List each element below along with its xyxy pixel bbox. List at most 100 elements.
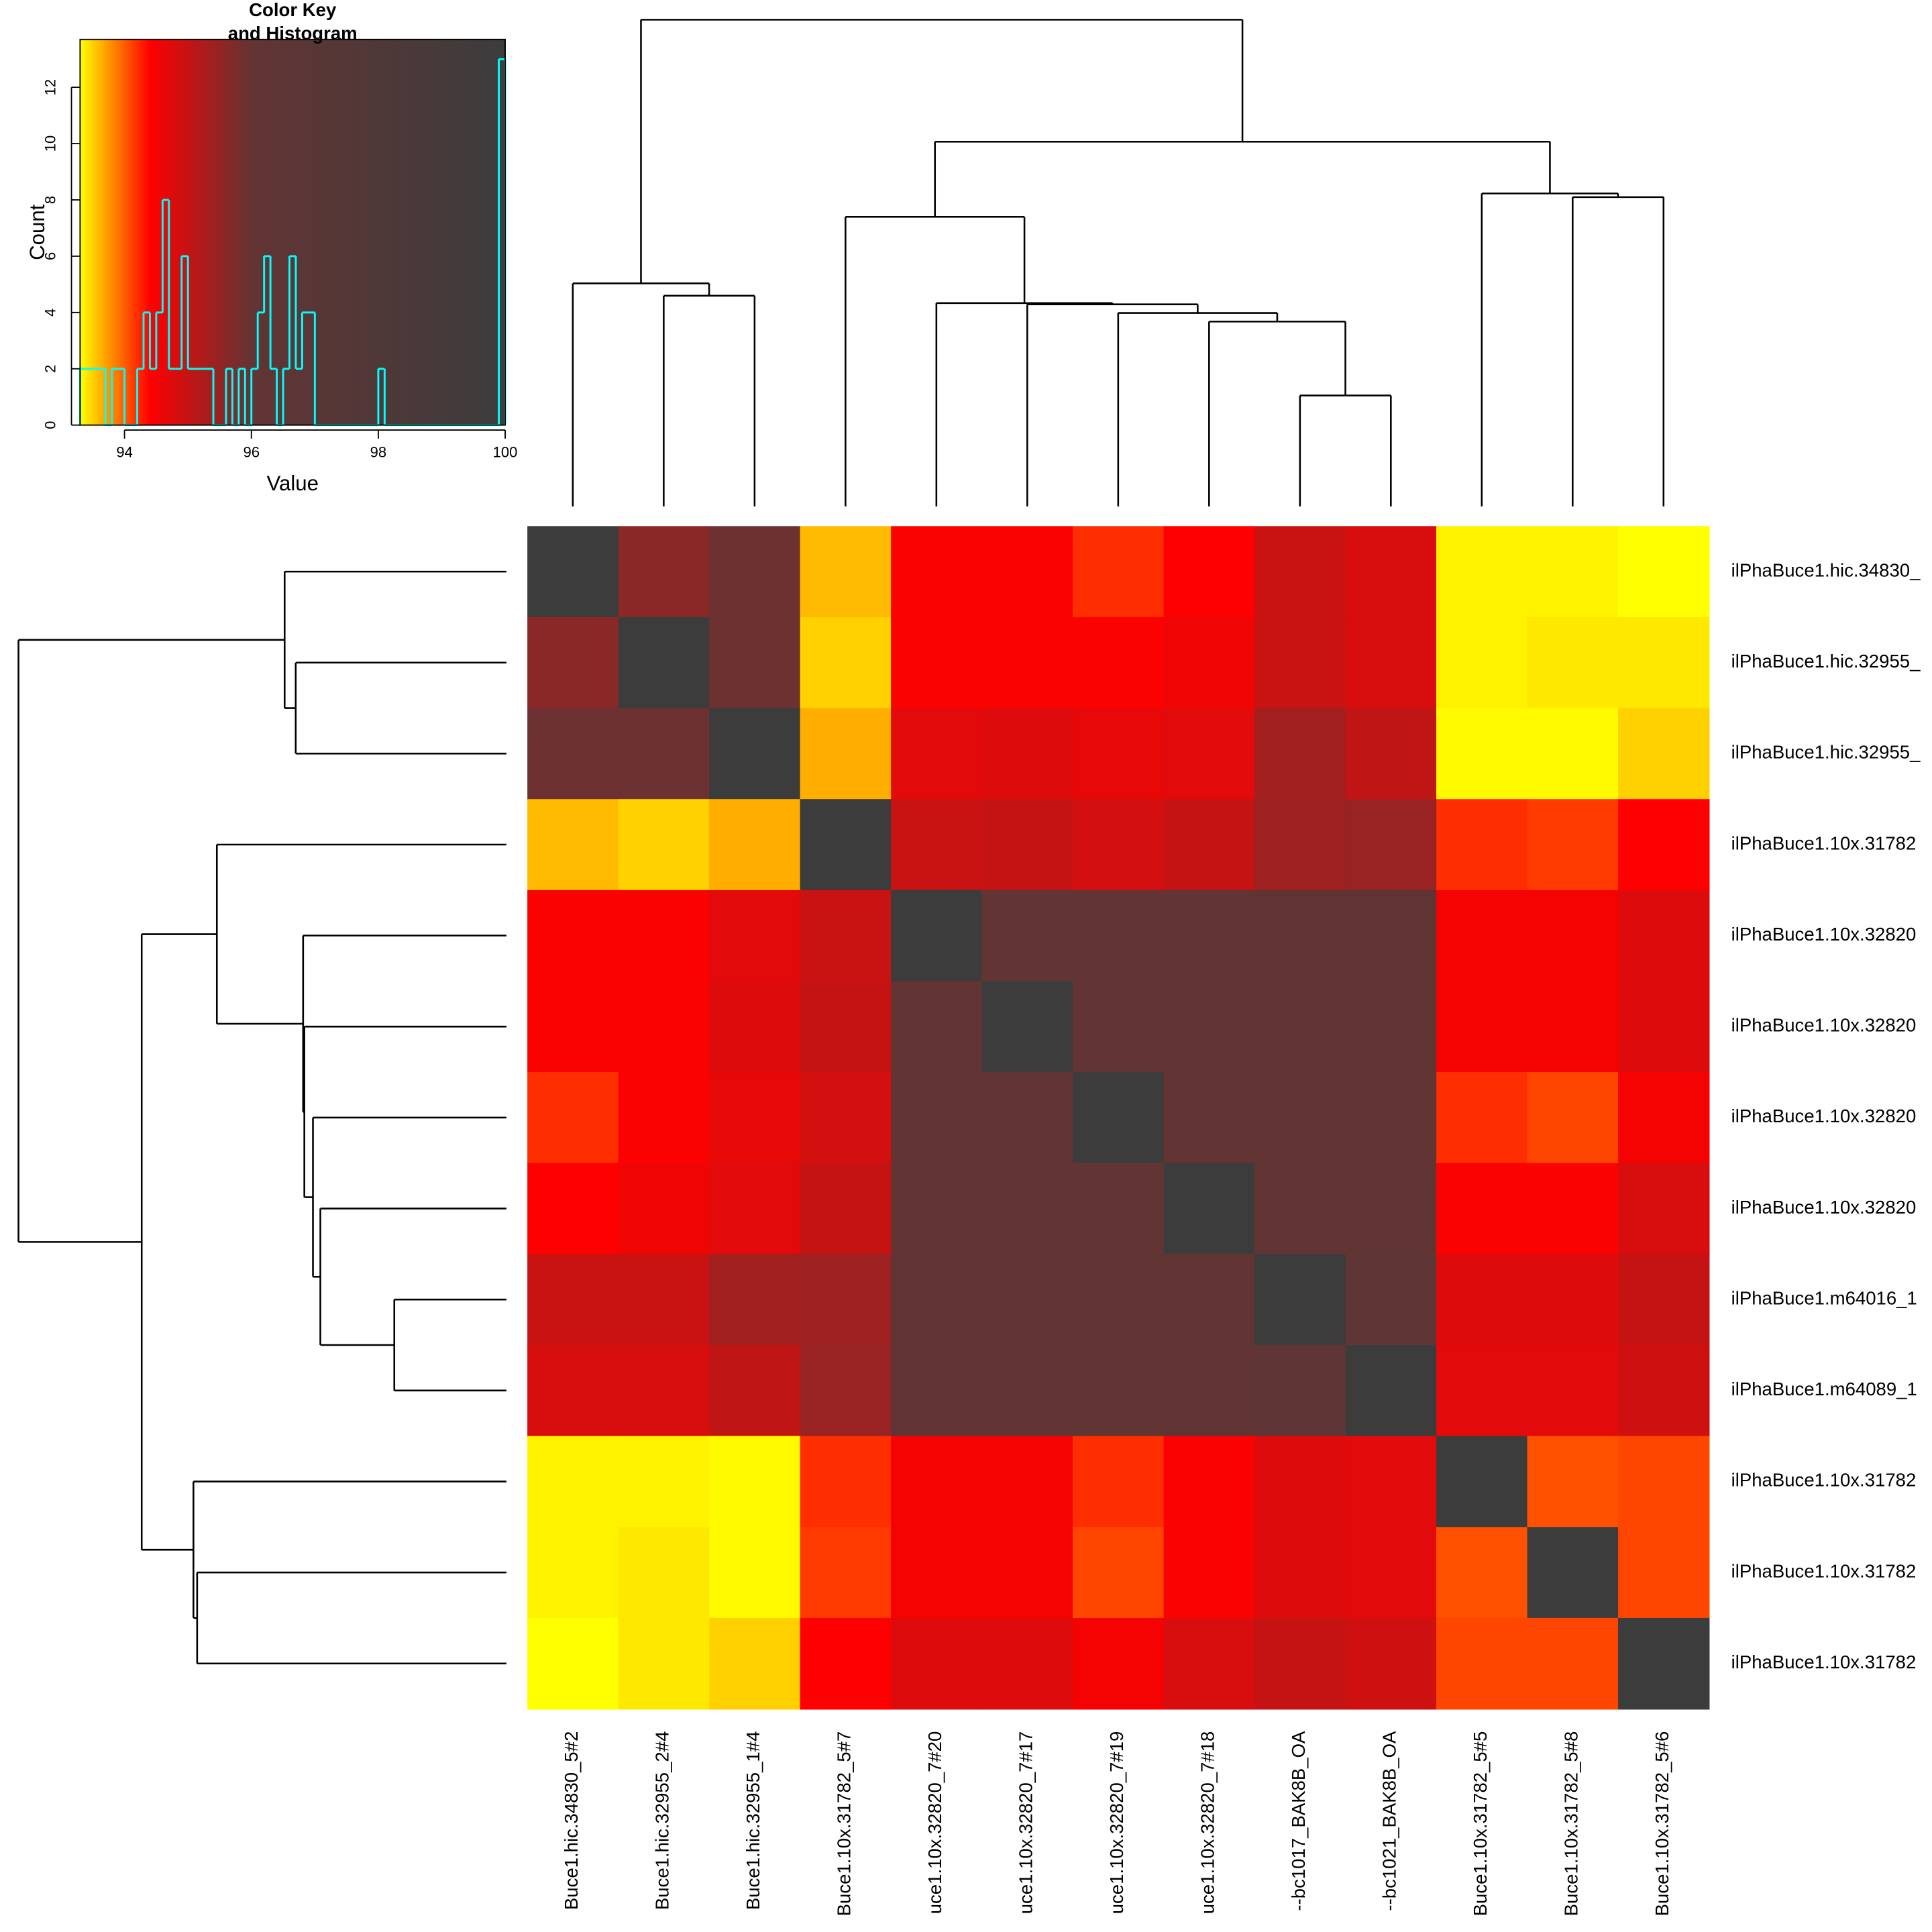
heatmap-cell (618, 799, 710, 891)
heatmap-cell (527, 799, 619, 891)
x-tick-label: 94 (116, 443, 133, 460)
heatmap-cell (1163, 1617, 1255, 1710)
x-axis-title: Value (266, 472, 319, 495)
heatmap-cell (1163, 981, 1255, 1073)
heatmap-cell (1618, 616, 1710, 709)
row-label: ilPhaBuce1.10x.32820 (1731, 1106, 1917, 1126)
heatmap-cell (527, 1617, 619, 1710)
heatmap-cell (709, 1254, 801, 1346)
row-label: ilPhaBuce1.hic.32955_ (1731, 742, 1921, 763)
row-label: ilPhaBuce1.m64016_1 (1731, 1287, 1917, 1308)
column-label: Buce1.10x.31782_5#6 (1652, 1731, 1672, 1917)
heatmap-cell (981, 708, 1074, 800)
heatmap-cell (800, 1163, 892, 1255)
heatmap-cell (1345, 708, 1437, 800)
heatmap-cell (800, 1436, 892, 1528)
heatmap-cell (1436, 1527, 1528, 1619)
heatmap-cell (1436, 890, 1528, 982)
heatmap-cell (527, 1345, 619, 1437)
column-label: --bc1021_BAK8B_OA (1379, 1731, 1400, 1911)
row-label: ilPhaBuce1.10x.31782 (1731, 1470, 1917, 1491)
heatmap-cell (618, 1345, 710, 1437)
heatmap-cell (1163, 1072, 1255, 1164)
heatmap-cell (1345, 1617, 1437, 1710)
y-tick-label: 4 (42, 309, 59, 317)
heatmap-cell (618, 1254, 710, 1346)
heatmap-cell (1073, 799, 1165, 891)
heatmap-cell (891, 890, 983, 982)
heatmap-cell (527, 890, 619, 982)
row-label: ilPhaBuce1.10x.32820 (1731, 1015, 1917, 1036)
row-label: ilPhaBuce1.10x.31782 (1731, 833, 1917, 853)
heatmap-cell (1345, 981, 1437, 1073)
heatmap-cell (1254, 1072, 1346, 1164)
heatmap-cell (527, 1163, 619, 1255)
heatmap-cell (618, 1072, 710, 1164)
heatmap-cell (1618, 1617, 1710, 1710)
y-tick-label: 8 (42, 196, 59, 204)
heatmap-cell (618, 526, 710, 618)
heatmap-cell (1618, 981, 1710, 1073)
heatmap-cell (891, 799, 983, 891)
heatmap-cell (709, 799, 801, 891)
column-label: Buce1.10x.31782_5#8 (1561, 1731, 1582, 1917)
heatmap-cell (981, 1527, 1074, 1619)
heatmap-cell (1527, 981, 1619, 1073)
heatmap-cell (709, 526, 801, 618)
heatmap-cell (527, 1436, 619, 1528)
heatmap-cell (891, 708, 983, 800)
heatmap-cell (709, 1617, 801, 1710)
x-tick-label: 98 (370, 443, 387, 460)
color-key: 94 96 98 100 0 2 4 6 8 10 12 Value Count Color Key and… (25, 0, 517, 495)
heatmap-cell (1073, 1617, 1165, 1710)
heatmap-cell (800, 1072, 892, 1164)
heatmap-cell (1073, 708, 1165, 800)
heatmap-cell (527, 981, 619, 1073)
heatmap-cell (709, 1072, 801, 1164)
heatmap-cell (527, 1254, 619, 1346)
color-key-gradient (80, 39, 506, 425)
heatmap-cell (891, 1617, 983, 1710)
y-tick-label: 10 (42, 136, 59, 152)
heatmap-cell (1254, 526, 1346, 618)
column-dendrogram (572, 19, 1665, 506)
heatmap-cell (1163, 799, 1255, 891)
heatmap-cell (1345, 1163, 1437, 1255)
heatmap-cell (800, 890, 892, 982)
heatmap-cell (1436, 981, 1528, 1073)
heatmap-cell (527, 526, 619, 618)
column-label: uce1.10x.32820_7#19 (1106, 1731, 1127, 1915)
heatmap-cell (1254, 708, 1346, 800)
heatmap-cell (981, 890, 1074, 982)
heatmap-cell (1254, 1254, 1346, 1346)
heatmap-cell (1163, 1345, 1255, 1437)
y-tick-label: 6 (42, 252, 59, 260)
heatmap-cell (1618, 1436, 1710, 1528)
heatmap-cell (800, 526, 892, 618)
x-tick-label: 96 (243, 443, 260, 460)
heatmap-cell (981, 1617, 1074, 1710)
column-label: Buce1.hic.32955_2#4 (652, 1731, 673, 1911)
heatmap-cell (1345, 1527, 1437, 1619)
heatmap-cell (1073, 1527, 1165, 1619)
heatmap-cell (618, 981, 710, 1073)
heatmap-cell (709, 1436, 801, 1528)
heatmap-cell (709, 1527, 801, 1619)
heatmap-cell (527, 616, 619, 709)
x-tick-label: 100 (493, 443, 518, 460)
heatmap-cell (1163, 1527, 1255, 1619)
row-dendrogram (17, 570, 506, 1665)
heatmap-cell (891, 616, 983, 709)
heatmap-cell (1345, 799, 1437, 891)
heatmap-cell (891, 1345, 983, 1437)
heatmap-cell (1073, 1254, 1165, 1346)
heatmap-cell (1073, 1163, 1165, 1255)
heatmap-cell (709, 708, 801, 800)
heatmap-cell (1527, 1527, 1619, 1619)
heatmap-cell (1618, 1163, 1710, 1255)
heatmap-cell (1527, 1617, 1619, 1710)
heatmap-cell (800, 1254, 892, 1346)
heatmap-cell (1163, 616, 1255, 709)
heatmap-cell (1618, 526, 1710, 618)
column-label: uce1.10x.32820_7#20 (924, 1731, 945, 1915)
